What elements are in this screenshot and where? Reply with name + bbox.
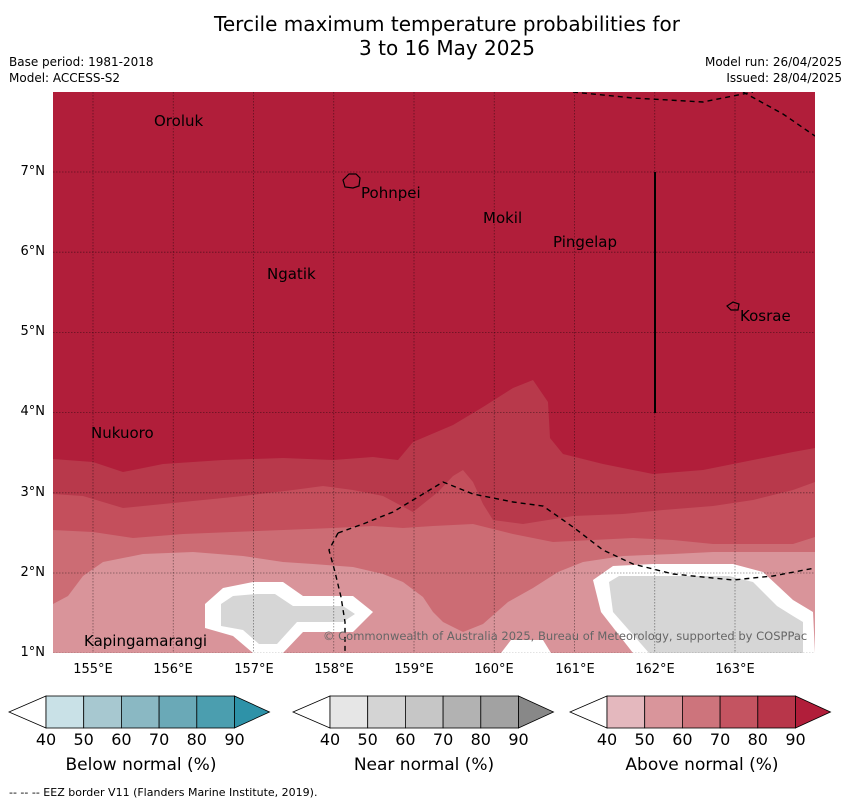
- title-line-2: 3 to 16 May 2025: [359, 36, 535, 60]
- colorbar-segment: [121, 695, 160, 729]
- colorbar-tick-label: 50: [634, 730, 655, 749]
- below-normal-label: Below normal (%): [65, 755, 217, 775]
- colorbar-tick-label: 80: [747, 730, 768, 749]
- colorbar-segment: [442, 695, 482, 729]
- place-kapingamarangi: Kapingamarangi: [84, 632, 207, 650]
- lat-label-1: 1°N: [20, 645, 46, 660]
- issued-text: Issued: 28/04/2025: [726, 71, 842, 85]
- colorbar-segment: [719, 695, 759, 729]
- colorbar-extend-low: [292, 695, 331, 729]
- lon-label-159: 159°E: [394, 662, 434, 677]
- colorbar-segment: [367, 695, 406, 729]
- colorbar-tick-label: 40: [319, 730, 341, 749]
- colorbar-segment: [644, 695, 683, 729]
- title-line-1: Tercile maximum temperature probabilitie…: [214, 12, 680, 36]
- eez-footer-note: -- -- -- EEZ border V11 (Flanders Marine…: [9, 786, 318, 799]
- colorbar-tick-label: 70: [709, 730, 731, 749]
- region-near-50-west: [221, 594, 355, 644]
- lon-label-157: 157°E: [234, 662, 274, 677]
- place-pohnpei: Pohnpei: [361, 184, 421, 202]
- model-text: Model: ACCESS-S2: [9, 71, 121, 85]
- lon-label-160: 160°E: [474, 662, 514, 677]
- place-mokil: Mokil: [483, 209, 522, 227]
- colorbar-tick-label: 50: [73, 730, 94, 749]
- colorbar-tick-label: 40: [596, 730, 618, 749]
- colorbar-below: [8, 695, 271, 729]
- colorbar-tick-label: 90: [508, 730, 529, 749]
- colorbar-tick-label: 70: [432, 730, 454, 749]
- region-near-50-east: [609, 576, 803, 653]
- place-oroluk: Oroluk: [154, 112, 203, 130]
- colorbar-tick-label: 90: [785, 730, 806, 749]
- lon-label-156: 156°E: [153, 662, 193, 677]
- pohnpei-outline: [342, 173, 361, 189]
- lon-label-158: 158°E: [314, 662, 354, 677]
- lon-label-161: 161°E: [555, 662, 595, 677]
- colorbar-segment: [196, 695, 235, 729]
- meta-right: Model run: 26/04/2025 Issued: 28/04/2025: [705, 54, 842, 86]
- colorbar-tick-label: 70: [148, 730, 170, 749]
- colorbar-tick-label: 50: [357, 730, 378, 749]
- colorbar-segment: [480, 695, 519, 729]
- colorbar-extend-high: [234, 695, 271, 729]
- lon-label-155: 155°E: [73, 662, 113, 677]
- place-kosrae: Kosrae: [740, 307, 791, 325]
- lat-label-3: 3°N: [20, 485, 46, 500]
- base-period-text: Base period: 1981-2018: [9, 55, 154, 69]
- colorbar-extend-low: [569, 695, 608, 729]
- kosrae-outline: [726, 301, 740, 311]
- lat-label-2: 2°N: [20, 565, 46, 580]
- copyright-text: © Commonwealth of Australia 2025, Bureau…: [323, 629, 807, 643]
- colorbar-tick-label: 60: [672, 730, 693, 749]
- lon-label-163: 163°E: [715, 662, 755, 677]
- colorbar-tick-label: 40: [35, 730, 57, 749]
- model-run-text: Model run: 26/04/2025: [704, 55, 842, 69]
- colorbar-tick-label: 80: [186, 730, 207, 749]
- colorbar-segment: [682, 695, 721, 729]
- colorbar-segment: [606, 695, 646, 729]
- near-normal-outline-south: [501, 640, 551, 653]
- lon-label-162: 162°E: [635, 662, 675, 677]
- colorbar-extend-high: [518, 695, 555, 729]
- colorbar-above: [569, 695, 832, 729]
- colorbar-tick-label: 60: [395, 730, 416, 749]
- colorbar-tick-label: 80: [470, 730, 491, 749]
- colorbar-segment: [83, 695, 122, 729]
- meta-left: Base period: 1981-2018 Model: ACCESS-S2: [9, 54, 154, 86]
- probability-map: Oroluk Pohnpei Mokil Pingelap Ngatik Kos…: [53, 92, 815, 653]
- colorbar-tick-label: 60: [111, 730, 132, 749]
- place-ngatik: Ngatik: [267, 265, 316, 283]
- colorbar-segment: [757, 695, 796, 729]
- colorbar-near: [292, 695, 555, 729]
- lat-label-4: 4°N: [20, 404, 46, 419]
- colorbar-tick-label: 90: [224, 730, 245, 749]
- place-pingelap: Pingelap: [553, 233, 617, 251]
- near-normal-label: Near normal (%): [353, 755, 495, 775]
- colorbar-segment: [45, 695, 85, 729]
- lat-label-7: 7°N: [20, 164, 46, 179]
- colorbar-segment: [405, 695, 444, 729]
- colorbar-segment: [329, 695, 369, 729]
- eez-borders: [328, 92, 815, 653]
- above-normal-label: Above normal (%): [625, 755, 779, 775]
- colorbar-extend-low: [8, 695, 47, 729]
- place-nukuoro: Nukuoro: [91, 424, 154, 442]
- colorbar-extend-high: [795, 695, 832, 729]
- lat-label-5: 5°N: [20, 324, 46, 339]
- colorbar-segment: [158, 695, 198, 729]
- map-title: Tercile maximum temperature probabilitie…: [0, 12, 850, 60]
- lat-label-6: 6°N: [20, 244, 46, 259]
